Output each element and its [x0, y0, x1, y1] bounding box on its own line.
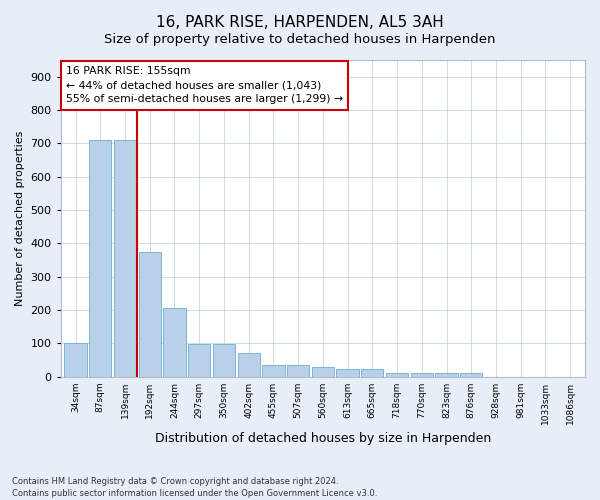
- Bar: [238, 352, 260, 376]
- Bar: [89, 140, 112, 376]
- Text: 16, PARK RISE, HARPENDEN, AL5 3AH: 16, PARK RISE, HARPENDEN, AL5 3AH: [156, 15, 444, 30]
- Bar: [361, 369, 383, 376]
- Text: Size of property relative to detached houses in Harpenden: Size of property relative to detached ho…: [104, 32, 496, 46]
- Bar: [460, 374, 482, 376]
- Bar: [139, 252, 161, 376]
- X-axis label: Distribution of detached houses by size in Harpenden: Distribution of detached houses by size …: [155, 432, 491, 445]
- Bar: [287, 365, 309, 376]
- Bar: [114, 140, 136, 376]
- Bar: [262, 365, 284, 376]
- Bar: [436, 374, 458, 376]
- Text: 16 PARK RISE: 155sqm
← 44% of detached houses are smaller (1,043)
55% of semi-de: 16 PARK RISE: 155sqm ← 44% of detached h…: [66, 66, 343, 104]
- Bar: [213, 344, 235, 376]
- Bar: [410, 372, 433, 376]
- Text: Contains HM Land Registry data © Crown copyright and database right 2024.
Contai: Contains HM Land Registry data © Crown c…: [12, 476, 377, 498]
- Bar: [64, 344, 86, 376]
- Bar: [337, 369, 359, 376]
- Bar: [386, 372, 408, 376]
- Bar: [163, 308, 185, 376]
- Y-axis label: Number of detached properties: Number of detached properties: [15, 130, 25, 306]
- Bar: [188, 344, 211, 376]
- Bar: [312, 368, 334, 376]
